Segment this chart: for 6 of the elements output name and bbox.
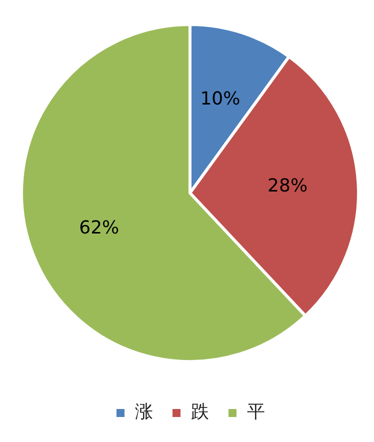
legend-label: 平 bbox=[247, 402, 265, 423]
data-label: 62% bbox=[79, 218, 120, 239]
legend-label: 跌 bbox=[191, 402, 209, 423]
legend-label: 涨 bbox=[135, 402, 153, 423]
data-label: 28% bbox=[268, 176, 308, 197]
data-label: 10% bbox=[200, 88, 240, 110]
